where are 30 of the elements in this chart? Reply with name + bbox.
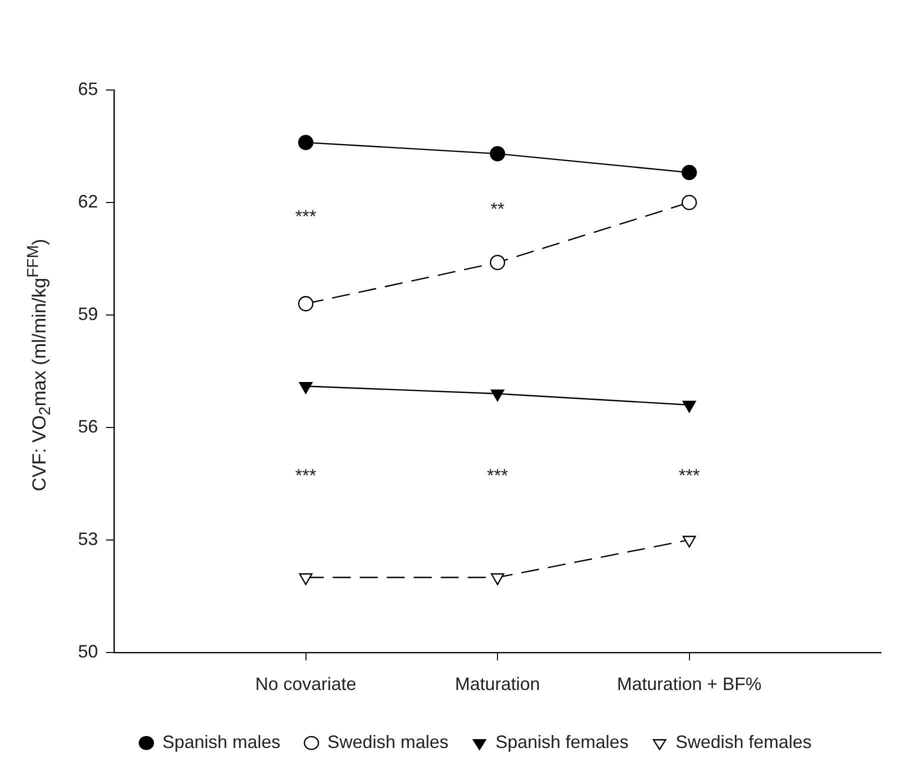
x-tick-label: No covariate [255, 674, 356, 694]
y-tick-label: 59 [78, 304, 98, 324]
point [490, 390, 504, 402]
y-tick-label: 65 [78, 78, 98, 99]
legend-label: Spanish females [495, 732, 629, 752]
point [299, 382, 312, 394]
point [682, 164, 697, 180]
point [682, 400, 696, 413]
annotation: *** [678, 465, 700, 486]
point [298, 296, 314, 312]
y-tick-label: 56 [78, 416, 98, 436]
y-tick-label: 53 [78, 528, 98, 549]
annotation: ** [490, 198, 505, 219]
annotation: *** [295, 206, 316, 227]
point [490, 146, 506, 162]
point [682, 194, 697, 210]
y-tick-label: 62 [78, 191, 98, 212]
x-tick-label: Maturation + BF% [616, 674, 762, 694]
point [682, 536, 696, 548]
point [490, 254, 506, 270]
legend-label: Spanish males [162, 732, 280, 752]
point [299, 573, 312, 586]
point [298, 134, 314, 150]
point [490, 573, 504, 586]
legend-label: Swedish females [676, 732, 812, 752]
annotation: *** [295, 465, 316, 486]
x-tick-label: Maturation [454, 674, 540, 694]
annotation: *** [487, 465, 508, 486]
legend-label: Swedish males [327, 732, 448, 752]
y-tick-label: 50 [78, 641, 98, 662]
